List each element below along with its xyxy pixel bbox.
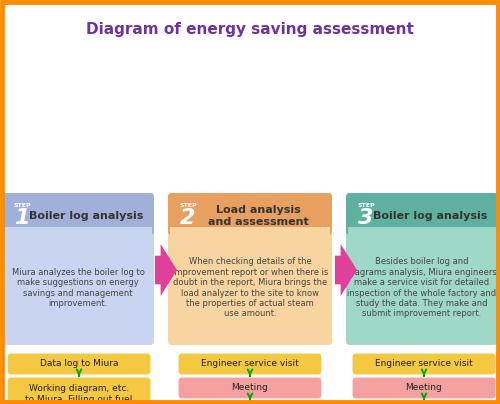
Text: Load analysis
and assessment: Load analysis and assessment [208, 205, 308, 227]
FancyBboxPatch shape [168, 193, 332, 345]
FancyBboxPatch shape [178, 377, 322, 399]
Text: Engineer service visit: Engineer service visit [375, 360, 473, 368]
Text: Boiler log analysis: Boiler log analysis [373, 211, 487, 221]
Bar [170, 227, 330, 235]
FancyBboxPatch shape [7, 377, 151, 404]
Text: Besides boiler log and
diagrams analysis, Miura engineers
make a service visit f: Besides boiler log and diagrams analysis… [347, 257, 497, 318]
Text: Boiler log analysis: Boiler log analysis [29, 211, 143, 221]
FancyBboxPatch shape [346, 193, 498, 235]
Text: Meeting: Meeting [406, 383, 442, 393]
Text: Miura analyzes the boiler log to
make suggestions on energy
savings and manageme: Miura analyzes the boiler log to make su… [12, 268, 144, 308]
Text: 1: 1 [14, 208, 30, 228]
Text: Data log to Miura: Data log to Miura [40, 360, 118, 368]
Text: STEP: STEP [180, 203, 198, 208]
Text: Diagram of energy saving assessment: Diagram of energy saving assessment [86, 22, 414, 37]
Text: 2: 2 [180, 208, 196, 228]
Text: When checking details of the
improvement report or when there is
doubt in the re: When checking details of the improvement… [172, 257, 328, 318]
Text: Meeting: Meeting [232, 383, 268, 393]
FancyBboxPatch shape [178, 353, 322, 375]
Bar [348, 227, 496, 235]
Bar [4, 227, 152, 235]
FancyBboxPatch shape [168, 193, 332, 235]
FancyBboxPatch shape [2, 193, 154, 235]
Text: Working diagram, etc.
to Miura, Filling out fuel
information & check sheets: Working diagram, etc. to Miura, Filling … [16, 384, 142, 404]
Text: STEP: STEP [14, 203, 32, 208]
Polygon shape [335, 244, 357, 296]
FancyBboxPatch shape [178, 401, 322, 404]
Polygon shape [155, 244, 177, 296]
FancyBboxPatch shape [7, 353, 151, 375]
FancyBboxPatch shape [352, 377, 496, 399]
FancyBboxPatch shape [352, 353, 496, 375]
FancyBboxPatch shape [346, 193, 498, 345]
FancyBboxPatch shape [2, 193, 154, 345]
Text: Engineer service visit: Engineer service visit [201, 360, 299, 368]
Text: STEP: STEP [358, 203, 376, 208]
FancyBboxPatch shape [352, 401, 496, 404]
Text: 3: 3 [358, 208, 374, 228]
